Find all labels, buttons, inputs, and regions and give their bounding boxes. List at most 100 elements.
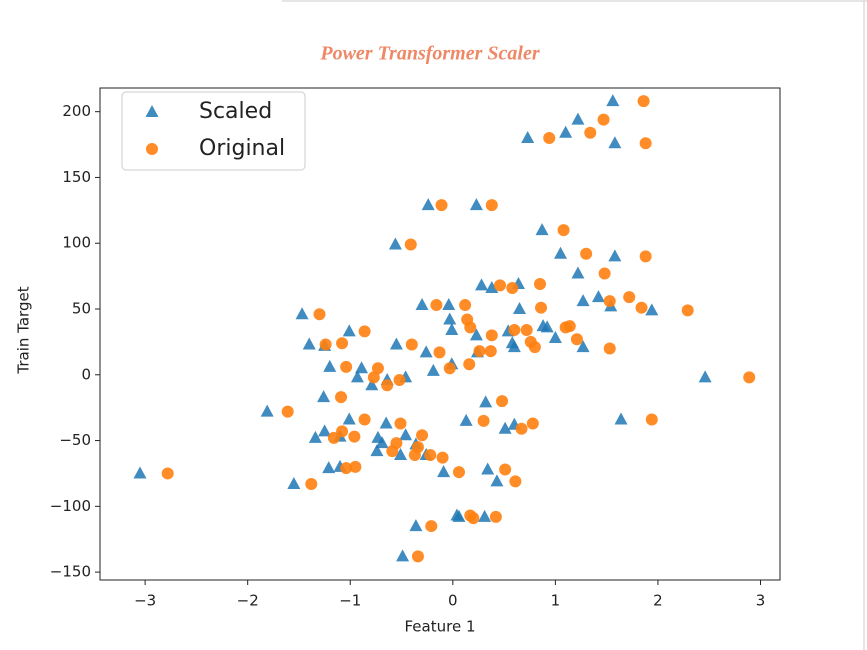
- point: [557, 224, 570, 237]
- point: [464, 321, 477, 334]
- point: [478, 509, 492, 522]
- point: [430, 299, 443, 312]
- point: [608, 249, 622, 262]
- point: [499, 463, 512, 476]
- point: [442, 298, 456, 311]
- point: [411, 441, 424, 454]
- point: [404, 238, 417, 251]
- point: [305, 477, 318, 490]
- point: [637, 95, 650, 108]
- point: [485, 329, 498, 342]
- point: [436, 451, 449, 464]
- point: [598, 267, 611, 280]
- x-tick-label: 2: [653, 592, 663, 610]
- point: [342, 412, 356, 425]
- point: [534, 278, 546, 291]
- point: [490, 474, 504, 487]
- point: [535, 301, 548, 314]
- point: [336, 337, 349, 350]
- point: [521, 130, 535, 143]
- point: [452, 466, 465, 479]
- point: [459, 413, 473, 426]
- y-tick-label: 50: [72, 300, 91, 318]
- point: [494, 279, 506, 292]
- point: [375, 436, 389, 449]
- y-tick-label: −100: [50, 497, 91, 515]
- x-tick-label: 1: [551, 592, 561, 610]
- point: [323, 359, 337, 372]
- point: [639, 137, 652, 150]
- point: [543, 131, 556, 144]
- point: [635, 301, 648, 314]
- point: [415, 298, 429, 311]
- y-tick-label: 100: [62, 234, 91, 252]
- point: [393, 374, 406, 387]
- point: [597, 113, 610, 126]
- point: [319, 338, 332, 351]
- point: [698, 370, 712, 383]
- point: [342, 324, 356, 337]
- point: [623, 291, 636, 304]
- point: [437, 465, 451, 478]
- point: [287, 476, 301, 489]
- point: [435, 199, 448, 212]
- point: [370, 444, 384, 457]
- point: [591, 290, 605, 303]
- point: [388, 237, 402, 250]
- point: [350, 370, 364, 383]
- point: [484, 345, 497, 358]
- point: [340, 360, 353, 373]
- point: [512, 302, 526, 315]
- point: [358, 413, 371, 426]
- point: [394, 417, 407, 430]
- x-axis-label: Feature 1: [405, 618, 476, 636]
- point: [526, 417, 539, 430]
- point: [603, 342, 616, 355]
- point: [475, 278, 489, 291]
- point: [614, 412, 628, 425]
- point: [260, 404, 274, 417]
- point: [313, 308, 326, 321]
- point: [508, 324, 521, 337]
- point: [559, 125, 573, 138]
- point: [528, 341, 541, 354]
- point: [584, 126, 597, 139]
- point: [322, 461, 336, 474]
- point: [481, 462, 495, 475]
- legend-marker: [145, 105, 159, 117]
- point: [443, 312, 457, 325]
- point: [548, 330, 562, 343]
- point: [348, 430, 361, 443]
- y-tick-label: 150: [62, 168, 91, 186]
- point: [469, 328, 483, 341]
- legend-label: Original: [199, 136, 285, 161]
- point: [295, 307, 309, 320]
- point: [576, 294, 590, 307]
- plot-frame: [99, 87, 781, 581]
- point: [365, 378, 379, 391]
- point: [426, 363, 440, 376]
- y-tick-label: −150: [50, 563, 91, 581]
- point: [509, 475, 522, 488]
- point: [419, 345, 433, 358]
- point: [336, 425, 349, 438]
- point: [485, 199, 498, 212]
- point: [576, 340, 590, 353]
- point: [390, 437, 403, 450]
- legend-label: Scaled: [199, 99, 272, 124]
- point: [133, 466, 147, 479]
- y-tick-label: 200: [62, 102, 91, 120]
- legend-box: [121, 91, 306, 171]
- point: [563, 320, 576, 333]
- x-tick-label: −1: [339, 592, 361, 610]
- point: [416, 429, 429, 442]
- point: [318, 424, 332, 437]
- point: [389, 337, 403, 350]
- point: [485, 280, 499, 293]
- point: [367, 371, 380, 384]
- point: [489, 510, 502, 523]
- x-tick-label: −2: [237, 592, 259, 610]
- point: [421, 198, 435, 211]
- point: [506, 281, 519, 294]
